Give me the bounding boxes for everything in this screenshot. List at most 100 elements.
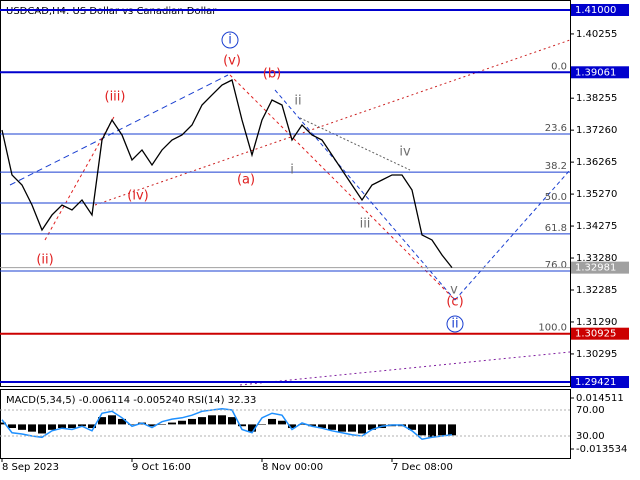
wave-label: iv (399, 145, 411, 160)
macd-bar (98, 417, 106, 425)
wave-label: (iv) (127, 189, 148, 204)
macd-bar (178, 420, 186, 425)
macd-bar (358, 424, 366, 434)
fib-label: 61.8 (545, 223, 567, 234)
macd-bar (168, 422, 176, 425)
wave-label: i (290, 163, 294, 178)
indicator-title: MACD(5,34,5) -0.006114 -0.005240 RSI(14)… (6, 395, 256, 406)
macd-bar (408, 424, 416, 430)
trend-line (239, 351, 571, 386)
wave-label: (ii) (36, 253, 53, 268)
macd-bar (238, 424, 246, 427)
fib-label: 100.0 (538, 323, 567, 334)
fib-label: 50.0 (545, 192, 567, 203)
macd-bar (298, 424, 306, 425)
macd-bar (308, 424, 316, 427)
wave-circle (221, 31, 239, 49)
price-level-box (571, 261, 629, 274)
macd-bar (338, 424, 346, 432)
macd-bar (348, 424, 356, 432)
wave-label: ii (451, 317, 458, 332)
macd-bar (428, 424, 436, 438)
wave-label: (v) (223, 54, 241, 69)
indicator-tick-label: -0.013534 (576, 444, 627, 455)
trend-line (299, 117, 411, 171)
macd-bar (268, 418, 276, 425)
wave-circle (446, 315, 464, 333)
wave-label: (c) (446, 295, 463, 310)
macd-bar (38, 424, 46, 434)
trend-line (94, 39, 571, 206)
trend-line (454, 169, 571, 301)
rsi-line (1, 407, 453, 441)
macd-bar (58, 424, 66, 429)
rsi-tick-label: 70.00 (576, 405, 605, 416)
price-level-box (571, 376, 629, 389)
fib-label: 23.6 (545, 123, 567, 134)
chart-title: USDCAD,H4: US Dollar vs Canadian Dollar (6, 6, 217, 17)
y-tick-label: 1.35270 (576, 189, 617, 200)
macd-bar (438, 424, 446, 436)
macd-bar (48, 424, 56, 430)
fib-label: 76.0 (545, 260, 567, 271)
x-tick-label: 7 Dec 08:00 (392, 462, 453, 473)
macd-bar (278, 420, 286, 425)
macd-bar (128, 424, 136, 425)
y-tick-label: 1.36265 (576, 157, 617, 168)
wave-label: (a) (237, 173, 255, 188)
macd-bar (108, 415, 116, 425)
macd-bar (8, 424, 16, 429)
rsi-tick-label: 30.00 (576, 431, 605, 442)
y-tick-label: 1.30295 (576, 349, 617, 360)
wave-label: v (450, 283, 458, 298)
y-tick-label: 1.33280 (576, 253, 617, 264)
macd-bar (418, 424, 426, 436)
x-tick-label: 9 Oct 16:00 (132, 462, 191, 473)
price-line (1, 79, 453, 269)
y-tick-label: 1.32285 (576, 285, 617, 296)
macd-bar (28, 424, 36, 432)
wave-label: (b) (263, 67, 281, 82)
macd-bar (158, 424, 166, 425)
macd-bar (318, 424, 326, 429)
x-tick-label: 8 Sep 2023 (2, 462, 59, 473)
macd-bar (218, 415, 226, 425)
macd-bar (448, 424, 456, 436)
y-tick-label: 1.34275 (576, 221, 617, 232)
price-level-label: 1.39061 (575, 67, 616, 78)
macd-bar (248, 424, 256, 432)
macd-bar (78, 424, 86, 427)
macd-bar (188, 418, 196, 425)
macd-bar (148, 424, 156, 427)
y-tick-label: 1.37260 (576, 125, 617, 136)
trend-line (229, 74, 456, 301)
price-level-box (571, 3, 629, 16)
wave-label: i (228, 33, 232, 48)
macd-bar (288, 424, 296, 429)
main-frame (0, 0, 571, 387)
macd-bar (258, 424, 266, 425)
macd-bar (0, 422, 6, 425)
wave-label: (iii) (105, 90, 126, 105)
macd-bar (198, 417, 206, 425)
y-tick-label: 1.38255 (576, 93, 617, 104)
y-tick-label: 1.40255 (576, 29, 617, 40)
y-tick-label: 1.31290 (576, 317, 617, 328)
wave-label: iii (360, 217, 371, 232)
price-level-box (571, 327, 629, 340)
price-level-label: 1.29421 (575, 377, 616, 388)
price-level-box (571, 66, 629, 79)
fib-label: 0.0 (551, 61, 567, 72)
macd-bar (208, 415, 216, 425)
price-level-label: 1.30925 (575, 329, 616, 340)
price-level-label: 1.32981 (575, 263, 616, 274)
macd-bar (18, 424, 26, 430)
fib-label: 38.2 (545, 161, 567, 172)
macd-bar (368, 424, 376, 430)
macd-bar (228, 417, 236, 425)
macd-bar (328, 424, 336, 430)
price-level-label: 1.41000 (575, 5, 616, 16)
